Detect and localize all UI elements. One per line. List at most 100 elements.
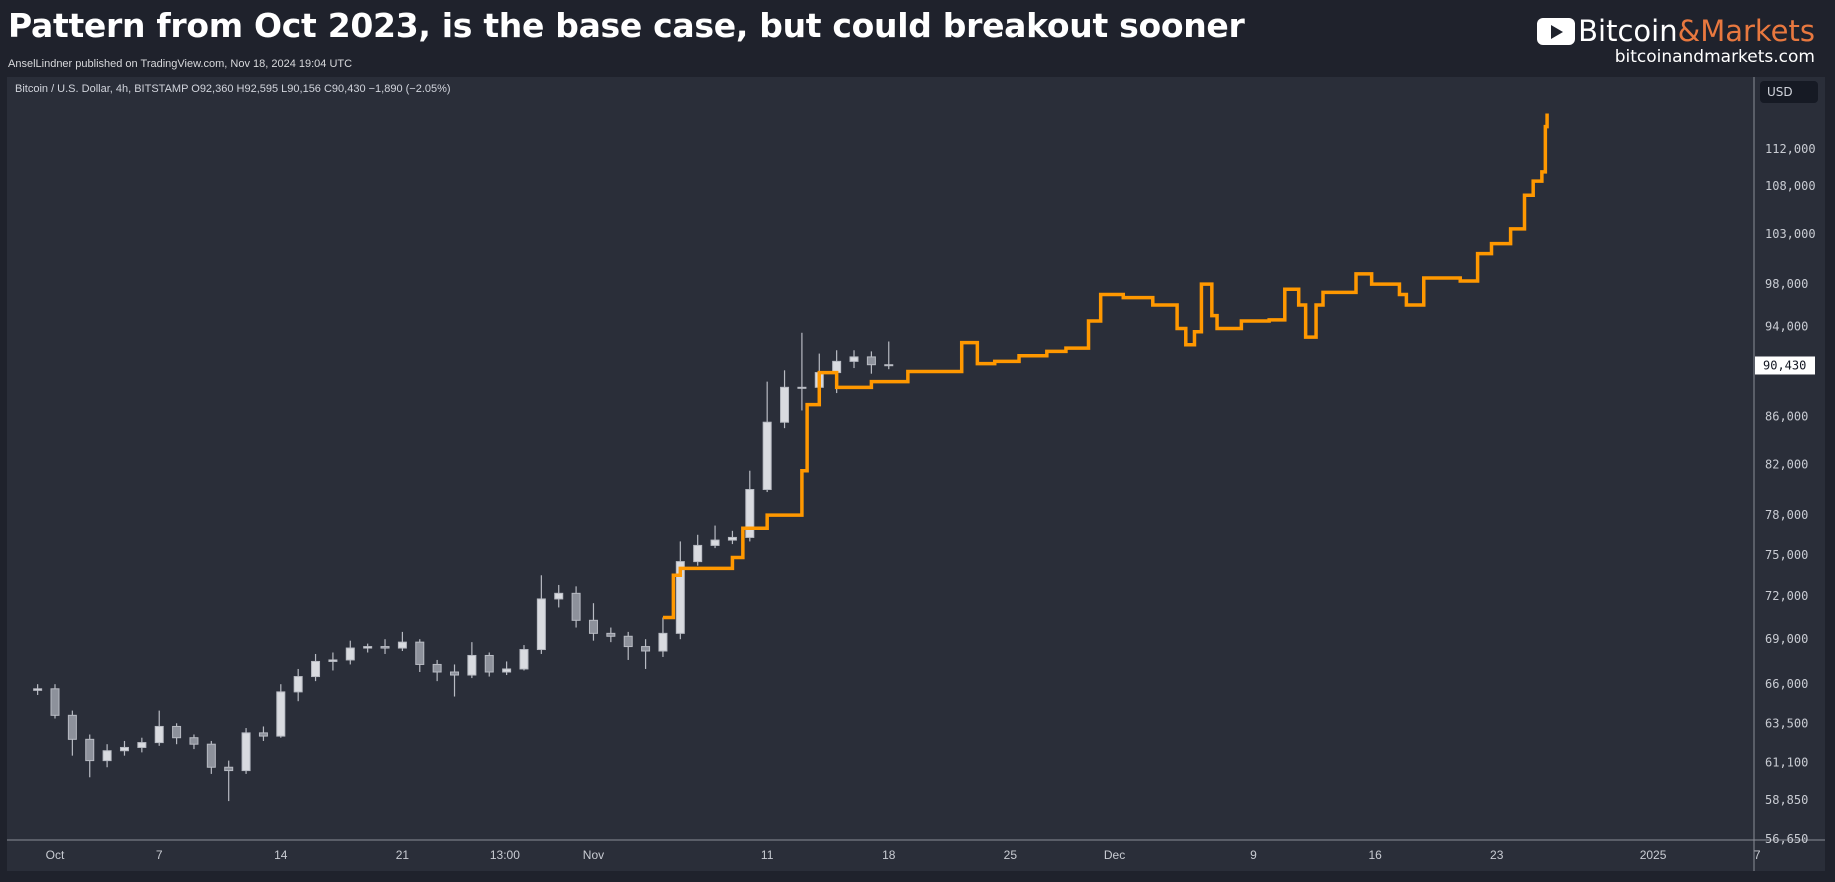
last-price-label: 90,430 (1755, 356, 1815, 375)
candle (780, 370, 790, 429)
price-tick-label: 56,650 (1765, 832, 1808, 846)
last-price-text: 90,430 (1763, 358, 1806, 372)
last-price-box (1755, 356, 1815, 375)
candle (102, 744, 112, 768)
candle (172, 723, 182, 745)
candle-body (67, 714, 77, 740)
candle (415, 639, 425, 672)
candle (571, 586, 581, 628)
candle-series (33, 332, 894, 802)
price-tick-label: 69,000 (1765, 632, 1808, 646)
candle-body (119, 746, 129, 752)
logo-text-markets: &Markets (1677, 14, 1815, 48)
candle (866, 351, 876, 374)
candle-body (536, 598, 546, 651)
candle (328, 652, 338, 671)
candle (154, 710, 164, 746)
candle (189, 734, 199, 750)
chart-panel[interactable]: 112,000 108,000 103,000 98,000 94,000 86,000 8… (7, 77, 1825, 871)
price-axis: 112,000 108,000 103,000 98,000 94,000 86,000 8… (1765, 142, 1816, 846)
date-tick-label: 14 (274, 848, 288, 862)
price-tick-label: 75,000 (1765, 548, 1808, 562)
candle-body (345, 647, 355, 661)
price-tick-label: 61,100 (1765, 755, 1808, 769)
candle (276, 684, 286, 738)
date-tick-label: Oct (46, 848, 65, 862)
candle-body (380, 646, 390, 649)
date-tick-label: 11 (761, 848, 774, 862)
candle (67, 710, 77, 756)
date-tick-label: 7 (156, 848, 163, 862)
candle-body (884, 364, 894, 367)
candle (745, 470, 755, 542)
candle (884, 341, 894, 370)
currency-button[interactable]: USD (1760, 81, 1818, 103)
candle-body (50, 688, 60, 716)
candle (397, 631, 407, 652)
price-tick-label: 98,000 (1765, 277, 1808, 291)
price-chart[interactable]: 112,000 108,000 103,000 98,000 94,000 86,000 8… (7, 77, 1825, 871)
date-tick-label: 23 (1490, 848, 1504, 862)
play-icon (1537, 17, 1576, 45)
candle (623, 631, 633, 660)
candle-body (641, 646, 651, 652)
price-tick-label: 78,000 (1765, 508, 1808, 522)
candle-body (397, 641, 407, 649)
candle-body (172, 725, 182, 739)
brand-logo: Bitcoin &Markets (1537, 14, 1815, 48)
candle (849, 350, 859, 369)
price-tick-label: 72,000 (1765, 589, 1808, 603)
candle (345, 640, 355, 665)
candle (380, 639, 390, 654)
candle-body (293, 676, 303, 693)
candle-body (484, 654, 494, 673)
date-tick-label: Dec (1104, 848, 1125, 862)
candle (762, 381, 772, 493)
candle-body (328, 659, 338, 662)
logo-text-bitcoin: Bitcoin (1578, 14, 1678, 48)
date-tick-label: 21 (396, 848, 410, 862)
chart-title: Pattern from Oct 2023, is the base case,… (8, 6, 1245, 45)
candle-body (727, 536, 737, 541)
candle-body (467, 654, 477, 676)
candle-body (206, 743, 216, 768)
candle (206, 740, 216, 774)
candle-body (519, 649, 529, 670)
candle-body (571, 592, 581, 621)
candle (119, 740, 129, 756)
candle (467, 642, 477, 679)
candle-body (588, 619, 598, 634)
candle-body (554, 592, 564, 600)
candle-body (432, 663, 442, 673)
price-tick-label: 108,000 (1765, 179, 1816, 193)
candle-body (154, 725, 164, 744)
brand-url: bitcoinandmarkets.com (1614, 47, 1815, 67)
price-tick-label: 58,850 (1765, 793, 1808, 807)
price-tick-label: 66,000 (1765, 677, 1808, 691)
candle (588, 603, 598, 641)
date-tick-label: 16 (1368, 848, 1382, 862)
candle (258, 726, 268, 741)
candle (502, 661, 512, 676)
price-tick-label: 94,000 (1765, 319, 1808, 333)
candle-body (866, 356, 876, 366)
candle-body (780, 386, 790, 423)
date-tick-label: 9 (1250, 848, 1257, 862)
candle (432, 659, 442, 682)
candle (658, 617, 668, 657)
candle (85, 734, 95, 778)
symbol-legend: Bitcoin / U.S. Dollar, 4h, BITSTAMP O92,… (15, 83, 451, 95)
candle-body (224, 766, 234, 772)
price-tick-label: 103,000 (1765, 227, 1816, 241)
candle-body (675, 561, 685, 634)
candle-body (258, 732, 268, 737)
candle (224, 760, 234, 802)
candle-body (276, 691, 286, 737)
candle-body (102, 750, 112, 762)
candle (311, 653, 321, 682)
candle-body (189, 737, 199, 745)
candle (797, 332, 807, 411)
time-axis: Oct 7 14 21 13:00 Nov 11 18 25 Dec 9 16 23 2025 7 (46, 848, 1761, 862)
candle-body (693, 544, 703, 563)
candle-body (85, 738, 95, 762)
